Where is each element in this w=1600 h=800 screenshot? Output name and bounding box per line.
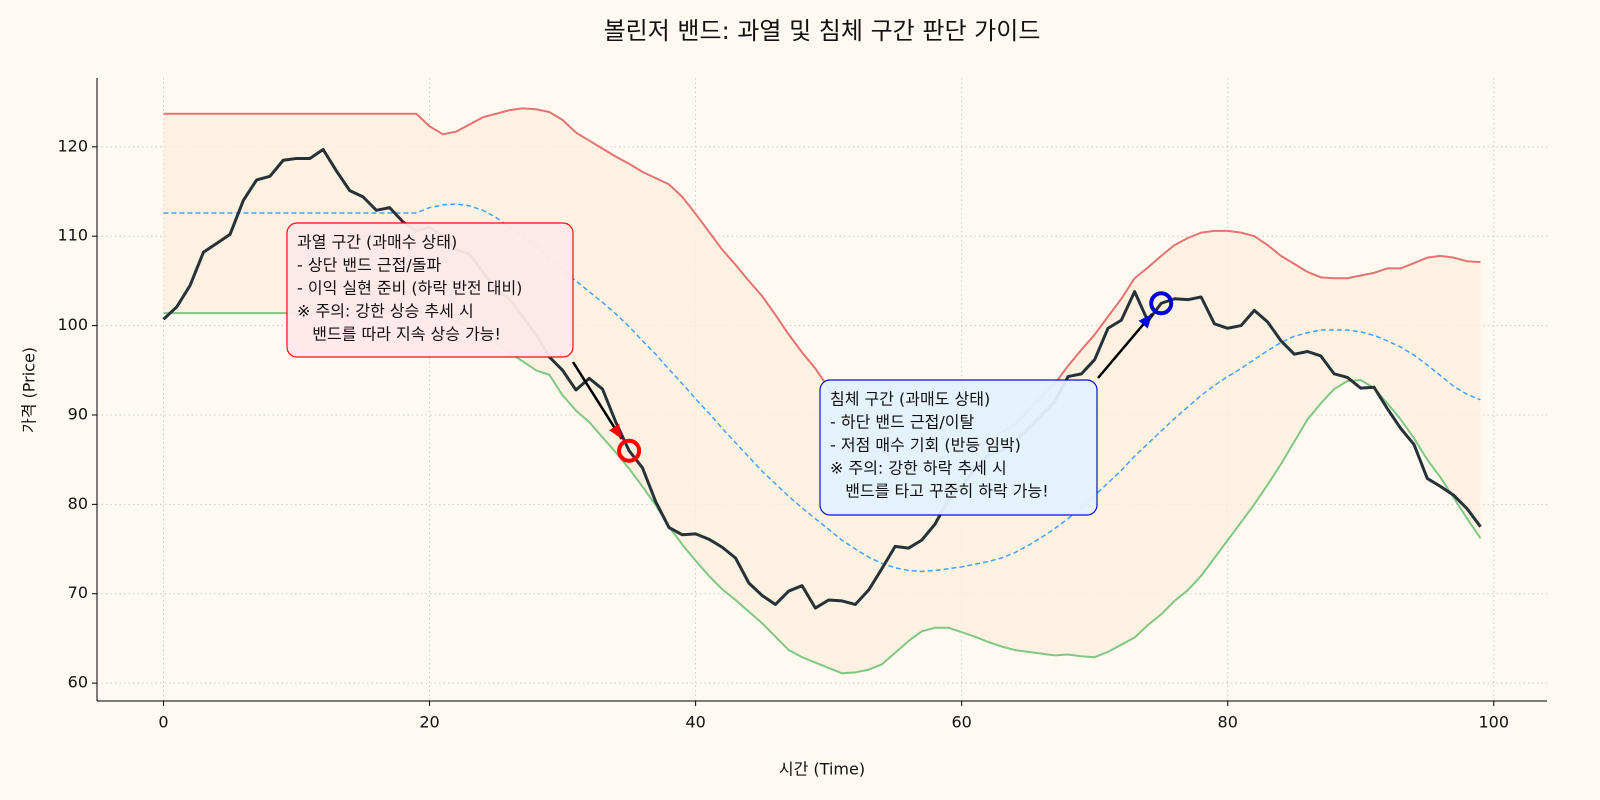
x-tick-label: 100 [1479,713,1510,732]
marker [617,438,642,463]
annotation-text: - 저점 매수 기회 (반등 임박) [830,436,1021,455]
annotation-text: ※ 주의: 강한 상승 추세 시 [297,302,474,321]
annotation-box [819,379,1098,516]
y-tick-label: 110 [57,226,88,245]
arrow-shaft [571,361,623,440]
chart-title: 볼린저 밴드: 과열 및 침체 구간 판단 가이드 [604,17,1041,45]
annotation-text: 침체 구간 (과매도 상태) [830,390,990,409]
annotation-text: - 하단 밴드 근접/이탈 [830,413,974,432]
y-tick-label: 90 [68,404,88,423]
arrow-head [609,423,622,439]
x-tick-label: 80 [1218,713,1238,732]
x-tick-label: 20 [419,713,439,732]
y-tick-label: 120 [57,136,88,155]
y-tick-label: 100 [57,315,88,334]
series-line [163,107,1481,466]
x-tick-label: 60 [951,713,971,732]
annotation-text: 과열 구간 (과매수 상태) [297,233,457,252]
x-tick-label: 0 [158,713,168,732]
annotation-box [286,222,574,358]
y-tick-label: 70 [68,583,88,602]
x-axis-label: 시간 (Time) [779,760,865,779]
y-tick-label: 60 [68,673,88,692]
arrow-head [1138,313,1153,329]
marker [1149,291,1174,316]
series-line [163,203,1481,573]
annotation-text: 밴드를 타고 꾸준히 하락 가능! [830,482,1049,501]
series-line [162,148,1482,610]
y-tick-label: 80 [68,494,88,513]
annotation-text: ※ 주의: 강한 하락 추세 시 [830,459,1007,478]
x-tick-label: 40 [685,713,705,732]
annotation-text: 밴드를 따라 지속 상승 가능! [297,325,501,344]
annotation-text: - 이익 실현 준비 (하락 반전 대비) [297,279,522,298]
y-axis-label: 가격 (Price) [20,347,39,433]
annotation-text: - 상단 밴드 근접/돌파 [297,256,441,275]
